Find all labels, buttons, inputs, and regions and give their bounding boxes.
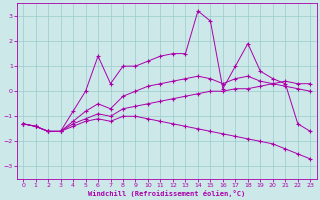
X-axis label: Windchill (Refroidissement éolien,°C): Windchill (Refroidissement éolien,°C) — [88, 190, 245, 197]
